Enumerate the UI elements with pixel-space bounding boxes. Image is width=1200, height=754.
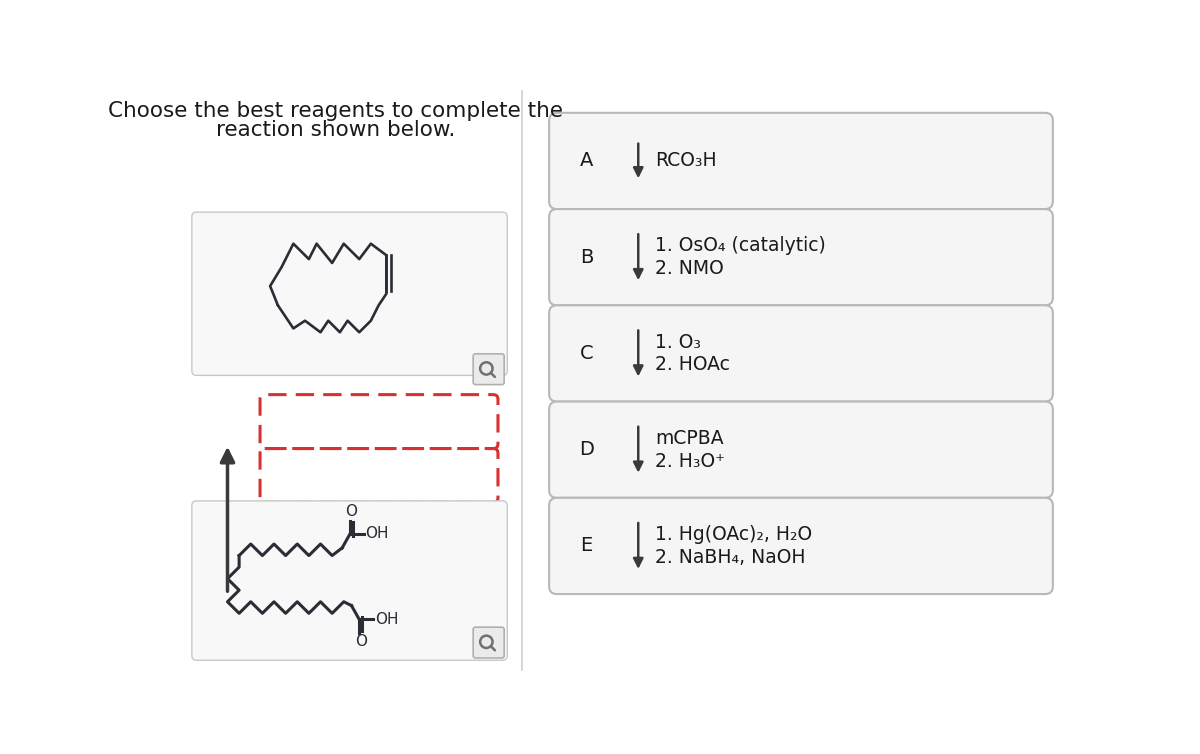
- FancyBboxPatch shape: [550, 209, 1052, 305]
- Text: mCPBA: mCPBA: [655, 429, 724, 448]
- Text: 1. OsO₄ (catalytic): 1. OsO₄ (catalytic): [655, 236, 826, 256]
- Text: E: E: [581, 536, 593, 556]
- Text: OH: OH: [374, 612, 398, 627]
- FancyBboxPatch shape: [550, 113, 1052, 209]
- Text: D: D: [578, 440, 594, 459]
- Text: 1. O₃: 1. O₃: [655, 333, 701, 351]
- FancyBboxPatch shape: [192, 212, 508, 375]
- FancyBboxPatch shape: [473, 354, 504, 385]
- Text: 2. HOAc: 2. HOAc: [655, 355, 730, 374]
- Text: 2. NaBH₄, NaOH: 2. NaBH₄, NaOH: [655, 547, 806, 567]
- FancyBboxPatch shape: [550, 498, 1052, 594]
- Text: reaction shown below.: reaction shown below.: [216, 120, 456, 139]
- FancyBboxPatch shape: [473, 627, 504, 658]
- Text: 1. Hg(OAc)₂, H₂O: 1. Hg(OAc)₂, H₂O: [655, 525, 812, 544]
- Text: RCO₃H: RCO₃H: [655, 152, 716, 170]
- Text: O: O: [355, 634, 367, 649]
- FancyBboxPatch shape: [550, 305, 1052, 402]
- Text: O: O: [346, 504, 358, 520]
- Text: 2. H₃O⁺: 2. H₃O⁺: [655, 452, 726, 470]
- Text: 2. NMO: 2. NMO: [655, 259, 724, 278]
- Text: OH: OH: [366, 526, 389, 541]
- FancyBboxPatch shape: [550, 402, 1052, 498]
- Text: C: C: [580, 344, 593, 363]
- Text: B: B: [580, 247, 593, 267]
- Text: A: A: [580, 152, 593, 170]
- Text: Choose the best reagents to complete the: Choose the best reagents to complete the: [108, 101, 564, 121]
- FancyBboxPatch shape: [192, 501, 508, 661]
